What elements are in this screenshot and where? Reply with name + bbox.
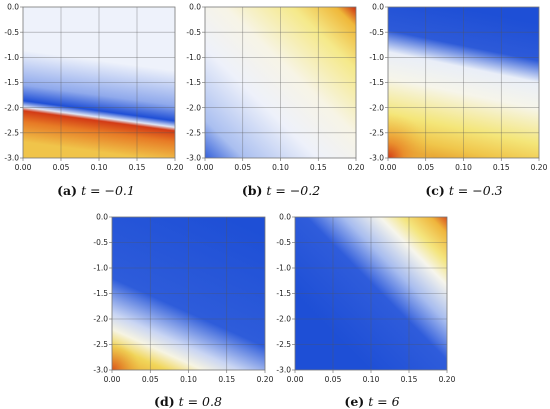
y-tick-label-b: -0.5 [186, 28, 201, 37]
x-tick-label-b: 0.15 [310, 163, 327, 172]
y-tick-label-b: -2.0 [186, 103, 201, 112]
y-tick-label-e: -2.5 [276, 340, 291, 349]
panel-a: 0.00 0.05 0.10 0.15 0.20 0.0 -0.5 -1.0 -1.5 -2.0 -… [4, 3, 183, 172]
x-tick-label-a: 0.15 [129, 163, 146, 172]
y-tick-label-a: -3.0 [4, 154, 19, 163]
x-tick-label-d: 0.05 [142, 375, 159, 384]
y-tick-label-a: -0.5 [4, 28, 19, 37]
y-tick-label-c: -1.5 [369, 78, 384, 87]
x-tick-label-b: 0.10 [272, 163, 289, 172]
y-tick-label-c: -2.0 [369, 103, 384, 112]
x-tick-label-c: 0.10 [455, 163, 472, 172]
x-tick-label-a: 0.05 [53, 163, 70, 172]
x-tick-label-a: 0.10 [91, 163, 108, 172]
x-tick-label-d: 0.15 [218, 375, 235, 384]
y-tick-label-b: -2.5 [186, 128, 201, 137]
y-tick-label-d: -2.5 [93, 340, 108, 349]
panel-e: 0.00 0.05 0.10 0.15 0.20 0.0 -0.5 -1.0 -1.5 -2.0 -… [276, 213, 455, 384]
y-tick-label-e: -0.5 [276, 238, 291, 247]
x-tick-label-a: 0.20 [167, 163, 184, 172]
y-tick-label-b: -1.5 [186, 78, 201, 87]
x-tick-label-e: 0.00 [287, 375, 304, 384]
x-tick-label-c: 0.20 [531, 163, 548, 172]
panel-b: 0.00 0.05 0.10 0.15 0.20 0.0 -0.5 -1.0 -1.5 -2.0 -… [186, 3, 364, 172]
y-tick-label-e: 0.0 [279, 213, 291, 222]
x-tick-label-d: 0.20 [257, 375, 274, 384]
x-tick-label-e: 0.05 [325, 375, 342, 384]
x-tick-label-b: 0.20 [348, 163, 365, 172]
caption-d: (d) t = 0.8 [154, 394, 222, 409]
panel-c: 0.00 0.05 0.10 0.15 0.20 0.0 -0.5 -1.0 -1.5 -2.0 -… [369, 3, 547, 172]
x-tick-label-e: 0.20 [439, 375, 456, 384]
caption-a: (a) t = −0.1 [57, 183, 135, 198]
y-tick-label-e: -1.0 [276, 264, 291, 273]
y-tick-label-b: -1.0 [186, 53, 201, 62]
caption-b: (b) t = −0.2 [241, 183, 321, 198]
y-tick-label-c: -2.5 [369, 128, 384, 137]
y-tick-label-e: -3.0 [276, 366, 291, 375]
x-tick-label-b: 0.05 [234, 163, 251, 172]
x-tick-label-c: 0.00 [380, 163, 397, 172]
y-tick-label-d: -2.0 [93, 315, 108, 324]
caption-e: (e) t = 6 [344, 394, 400, 409]
x-tick-label-e: 0.10 [363, 375, 380, 384]
y-tick-label-c: -0.5 [369, 28, 384, 37]
y-tick-label-a: -2.0 [4, 103, 19, 112]
x-tick-label-b: 0.00 [197, 163, 214, 172]
x-tick-label-c: 0.05 [417, 163, 434, 172]
y-tick-label-a: -1.0 [4, 53, 19, 62]
x-tick-label-d: 0.10 [180, 375, 197, 384]
y-tick-label-a: -2.5 [4, 128, 19, 137]
y-tick-label-e: -1.5 [276, 289, 291, 298]
y-tick-label-e: -2.0 [276, 315, 291, 324]
x-tick-label-a: 0.00 [15, 163, 32, 172]
y-tick-label-d: -3.0 [93, 366, 108, 375]
y-tick-label-d: -0.5 [93, 238, 108, 247]
y-tick-label-d: -1.5 [93, 289, 108, 298]
y-tick-label-a: -1.5 [4, 78, 19, 87]
y-tick-label-c: 0.0 [372, 3, 384, 12]
y-tick-label-a: 0.0 [7, 3, 19, 12]
y-tick-label-b: -3.0 [186, 154, 201, 163]
y-tick-label-c: -3.0 [369, 154, 384, 163]
panel-d: 0.00 0.05 0.10 0.15 0.20 0.0 -0.5 -1.0 -1.5 -2.0 -… [93, 213, 273, 384]
y-tick-label-c: -1.0 [369, 53, 384, 62]
x-tick-label-e: 0.15 [401, 375, 418, 384]
y-tick-label-d: -1.0 [93, 264, 108, 273]
x-tick-label-c: 0.15 [493, 163, 510, 172]
y-tick-label-d: 0.0 [96, 213, 108, 222]
x-tick-label-d: 0.00 [104, 375, 121, 384]
caption-c: (c) t = −0.3 [425, 183, 503, 198]
y-tick-label-b: 0.0 [189, 3, 201, 12]
